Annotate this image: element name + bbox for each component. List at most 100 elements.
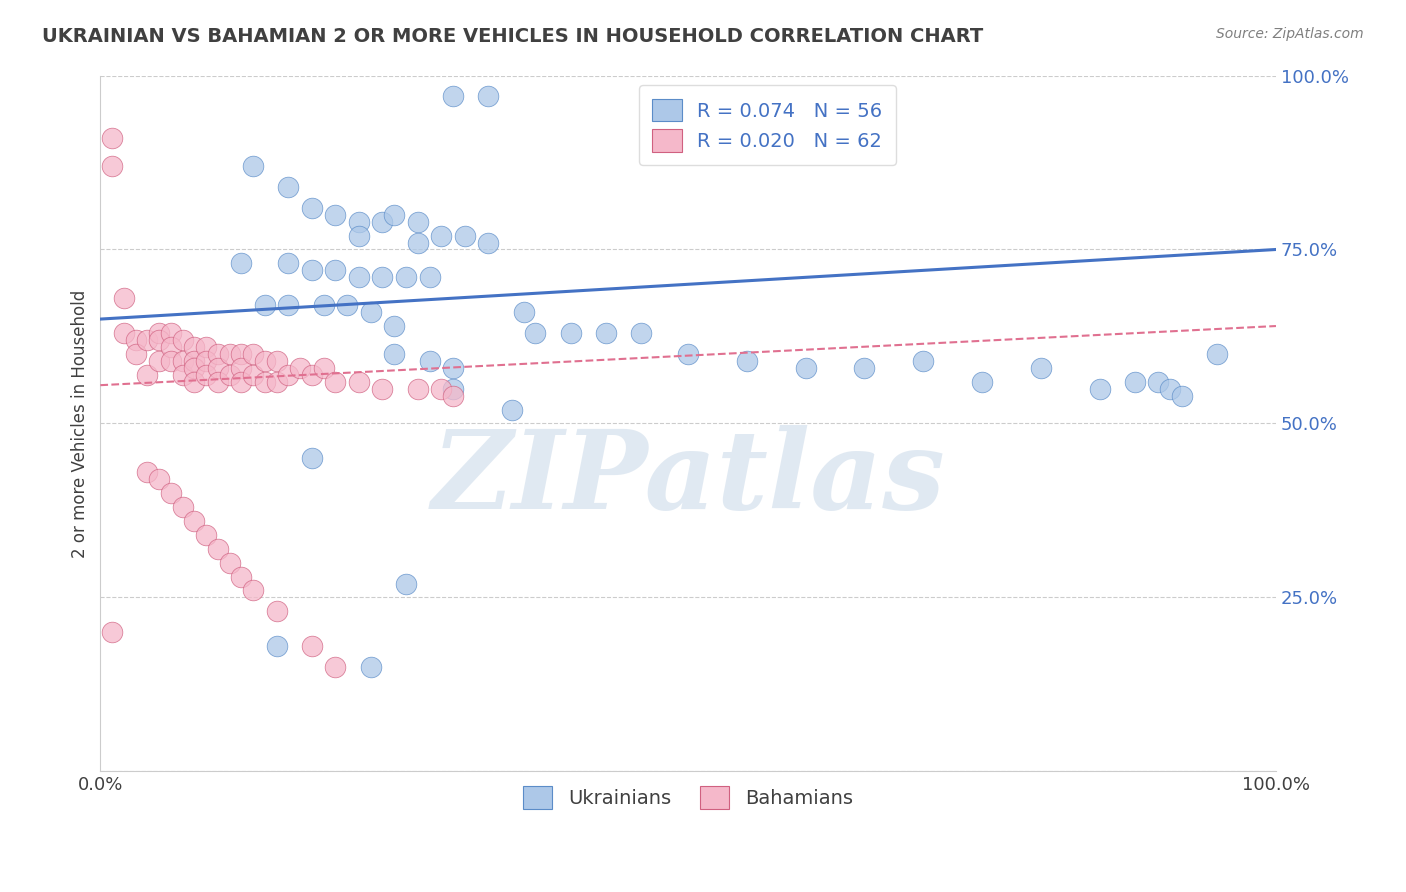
Point (382, 347, 405, 361)
Point (112, 291, 135, 305)
Point (512, 305, 534, 319)
Text: UKRAINIAN VS BAHAMIAN 2 OR MORE VEHICLES IN HOUSEHOLD CORRELATION CHART: UKRAINIAN VS BAHAMIAN 2 OR MORE VEHICLES… (42, 27, 983, 45)
Point (148, 354, 170, 368)
Point (101, 159, 124, 173)
Point (242, 583, 264, 598)
Point (325, 263, 347, 277)
Point (912, 354, 935, 368)
Point (347, 375, 370, 389)
Point (242, 159, 264, 173)
Point (195, 354, 218, 368)
Point (101, 625, 124, 640)
Point (195, 340, 218, 354)
Point (136, 465, 159, 479)
Point (325, 660, 347, 674)
Point (301, 201, 323, 215)
Point (441, 382, 464, 396)
Point (148, 333, 170, 347)
Point (172, 333, 194, 347)
Point (242, 347, 264, 361)
Point (477, 89, 499, 103)
Point (231, 360, 253, 375)
Point (277, 256, 299, 270)
Point (1147, 375, 1170, 389)
Point (183, 514, 205, 528)
Point (277, 298, 299, 312)
Point (301, 368, 323, 382)
Point (371, 270, 394, 285)
Point (325, 375, 347, 389)
Point (1159, 382, 1181, 396)
Point (1123, 375, 1146, 389)
Point (218, 368, 240, 382)
Point (277, 368, 299, 382)
Point (347, 214, 370, 228)
Point (160, 486, 183, 500)
Point (560, 326, 582, 340)
Point (301, 639, 323, 653)
Point (524, 326, 547, 340)
Point (406, 382, 429, 396)
Point (371, 214, 394, 228)
Point (231, 375, 253, 389)
Point (1088, 382, 1111, 396)
Point (336, 298, 359, 312)
Point (266, 604, 288, 618)
Point (418, 354, 440, 368)
Point (395, 576, 418, 591)
Point (1029, 360, 1052, 375)
Point (266, 639, 288, 653)
Point (277, 179, 299, 194)
Point (218, 347, 240, 361)
Point (676, 347, 699, 361)
Point (183, 354, 205, 368)
Point (207, 375, 229, 389)
Point (595, 326, 617, 340)
Point (253, 354, 276, 368)
Point (301, 451, 323, 466)
Point (501, 402, 523, 417)
Point (183, 375, 205, 389)
Point (441, 89, 464, 103)
Point (794, 360, 817, 375)
Point (112, 326, 135, 340)
Point (312, 298, 335, 312)
Point (136, 368, 159, 382)
Point (124, 333, 146, 347)
Point (382, 208, 405, 222)
Point (347, 270, 370, 285)
Point (630, 326, 652, 340)
Point (148, 472, 170, 486)
Point (195, 528, 218, 542)
Point (253, 298, 276, 312)
Point (430, 228, 453, 243)
Point (136, 333, 159, 347)
Point (454, 228, 477, 243)
Point (360, 305, 382, 319)
Point (266, 354, 288, 368)
Point (290, 360, 312, 375)
Point (406, 235, 429, 250)
Point (218, 556, 240, 570)
Point (231, 347, 253, 361)
Point (735, 354, 758, 368)
Point (148, 326, 170, 340)
Point (312, 360, 335, 375)
Point (360, 660, 382, 674)
Point (1206, 347, 1229, 361)
Point (124, 347, 146, 361)
Point (207, 360, 229, 375)
Point (172, 368, 194, 382)
Point (231, 256, 253, 270)
Point (382, 319, 405, 334)
Text: Source: ZipAtlas.com: Source: ZipAtlas.com (1216, 27, 1364, 41)
Point (160, 340, 183, 354)
Point (477, 235, 499, 250)
Point (970, 375, 993, 389)
Point (183, 340, 205, 354)
Point (172, 354, 194, 368)
Text: ZIPatlas: ZIPatlas (432, 425, 945, 533)
Point (441, 389, 464, 403)
Point (441, 360, 464, 375)
Point (371, 382, 394, 396)
